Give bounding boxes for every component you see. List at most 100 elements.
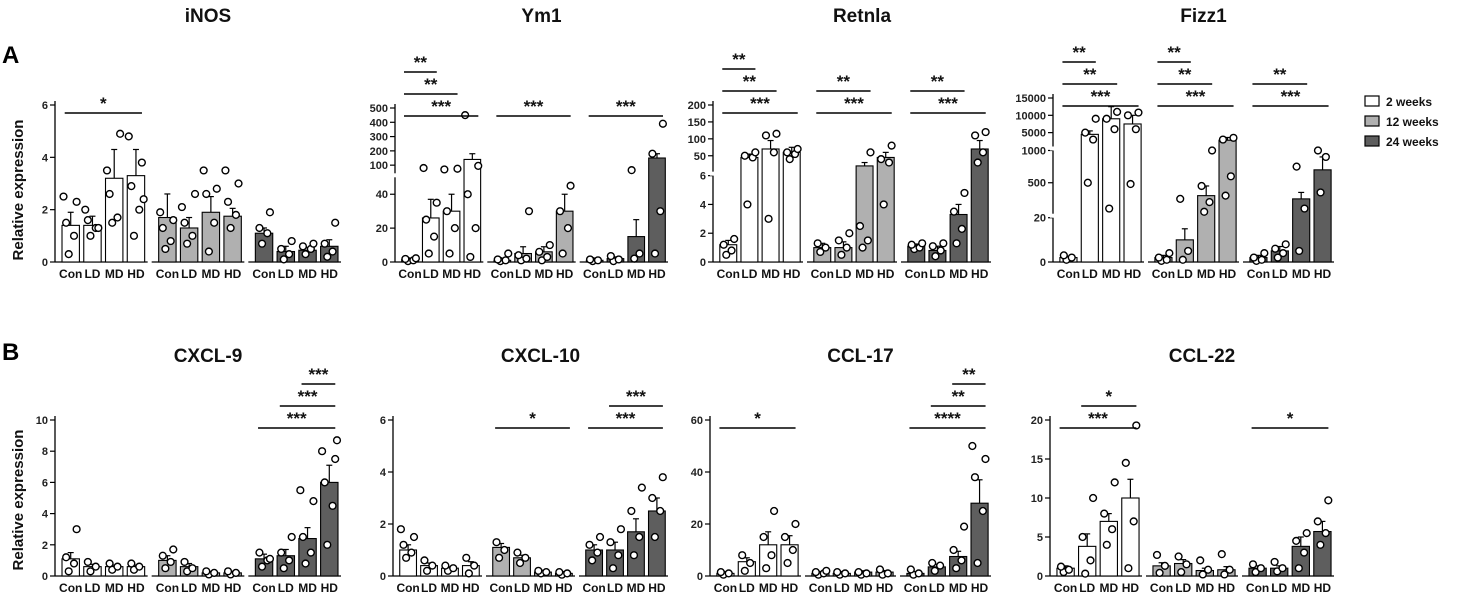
data-point — [1184, 246, 1193, 256]
data-point — [719, 240, 728, 249]
data-point — [108, 218, 117, 227]
data-point — [614, 551, 623, 560]
group-2-weeks: Con LD MD HD — [393, 525, 482, 594]
data-point — [1089, 135, 1098, 144]
significance-label: ** — [414, 53, 428, 72]
category-label: LD — [739, 581, 755, 594]
data-point — [169, 216, 178, 225]
data-point — [936, 561, 945, 570]
y-tick-label: 400 — [370, 117, 388, 129]
data-point — [471, 224, 480, 233]
data-point — [968, 441, 977, 451]
significance-label: ** — [1178, 65, 1192, 84]
category-label: HD — [224, 581, 242, 594]
significance-label: ** — [952, 387, 966, 406]
data-point — [595, 532, 605, 542]
data-point — [959, 522, 969, 531]
data-point — [648, 149, 657, 158]
bar-hd — [320, 481, 339, 577]
y-tick-label: 200 — [370, 146, 388, 158]
y-tick-label: 0 — [697, 571, 703, 583]
data-point — [1299, 548, 1309, 557]
data-point — [317, 447, 327, 456]
data-point — [585, 540, 594, 549]
data-point — [1270, 557, 1279, 567]
y-tick-label: 100 — [688, 134, 706, 146]
category-label: HD — [321, 581, 339, 594]
category-label: HD — [224, 267, 242, 281]
category-label: Con — [59, 581, 82, 594]
data-point — [279, 564, 288, 573]
bar-hd — [1121, 497, 1140, 577]
data-point — [978, 148, 988, 157]
bar-md — [298, 538, 317, 577]
data-point — [514, 251, 523, 260]
data-point — [949, 545, 958, 555]
significance-label: ** — [424, 75, 438, 94]
group-12-weeks: Con LD MD HD — [151, 545, 245, 594]
data-point — [463, 190, 472, 199]
category-label: LD — [515, 267, 531, 281]
significance-label: ** — [1073, 43, 1087, 62]
group-24-weeks: Con LD MD HD — [901, 127, 991, 281]
category-label: MD — [1102, 267, 1121, 281]
data-point — [1131, 125, 1140, 134]
data-point — [1302, 528, 1311, 538]
data-point — [1229, 133, 1238, 142]
data-point — [298, 532, 308, 542]
data-point — [1067, 253, 1076, 262]
data-point — [630, 254, 639, 263]
data-point — [875, 565, 885, 574]
group-12-weeks: Con LD MD HD — [487, 181, 576, 281]
data-point — [877, 155, 886, 164]
bar-hd — [223, 215, 242, 263]
data-point — [833, 567, 842, 577]
data-point — [113, 562, 122, 571]
data-point — [1203, 565, 1213, 574]
category-label: LD — [607, 581, 623, 594]
data-point — [64, 567, 73, 576]
data-point — [135, 562, 144, 571]
data-point — [627, 166, 636, 175]
data-point — [543, 252, 552, 262]
data-point — [769, 506, 779, 516]
category-label: HD — [971, 581, 989, 594]
category-label: Con — [811, 267, 834, 281]
category-label: MD — [1197, 267, 1216, 281]
data-point — [64, 250, 73, 259]
data-point — [606, 538, 615, 547]
chart-title: Ym1 — [521, 6, 562, 27]
data-point — [124, 132, 133, 141]
y-tick-label: 4 — [380, 467, 387, 479]
data-point — [137, 158, 146, 167]
category-label: MD — [105, 267, 124, 281]
data-point — [1078, 532, 1087, 542]
category-label: LD — [278, 267, 294, 281]
category-label: LD — [514, 581, 530, 594]
data-point — [743, 200, 752, 209]
category-label: Con — [156, 267, 179, 281]
data-point — [1123, 111, 1133, 120]
data-point — [180, 218, 189, 227]
data-point — [1083, 178, 1092, 187]
chart-title: CCL-17 — [827, 346, 894, 367]
data-point — [769, 148, 778, 157]
data-point — [928, 242, 937, 251]
data-point — [331, 454, 340, 464]
data-point — [811, 567, 820, 577]
data-point — [1300, 204, 1309, 213]
y-tick-label: 500 — [1028, 178, 1046, 190]
data-point — [263, 229, 272, 238]
y-tick-label: 40 — [376, 189, 388, 201]
data-point — [1205, 198, 1214, 207]
data-point — [129, 231, 139, 240]
data-point — [1225, 565, 1234, 574]
bar-md — [1197, 195, 1216, 263]
data-point — [522, 254, 531, 263]
data-point — [83, 216, 92, 225]
category-label: Con — [252, 267, 275, 281]
significance-label: *** — [431, 97, 451, 116]
category-label: MD — [1292, 267, 1311, 281]
category-label: Con — [396, 581, 419, 594]
